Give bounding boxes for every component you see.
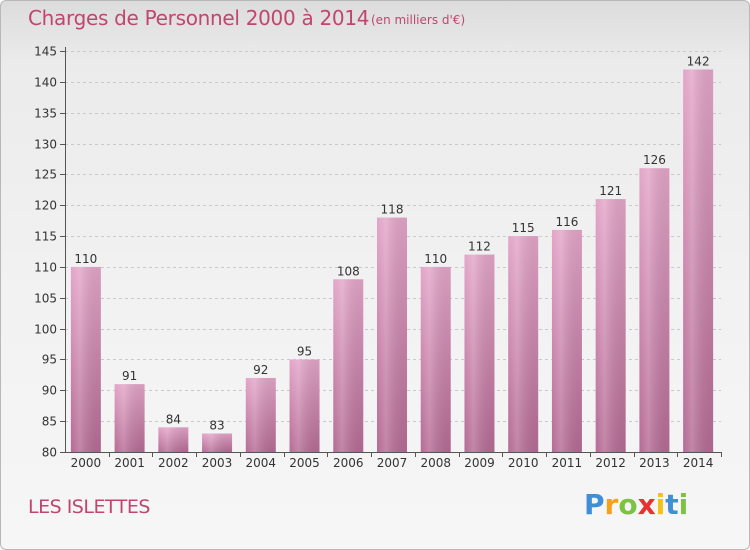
y-tick-label: 110 — [34, 261, 57, 275]
logo-letter: o — [618, 488, 638, 521]
y-tick-label: 130 — [34, 138, 57, 152]
bar-highlight — [377, 217, 407, 452]
proxiti-logo[interactable]: Proxiti — [584, 488, 688, 521]
bar-highlight — [683, 69, 714, 452]
y-tick-label: 145 — [34, 45, 57, 59]
data-label: 142 — [687, 55, 710, 69]
data-label: 110 — [74, 252, 97, 266]
x-tick-label: 2002 — [158, 456, 189, 470]
data-label: 116 — [555, 215, 578, 229]
bar-highlight — [202, 433, 233, 452]
axes: 80 85 90 95 100 105 110 115 120 125 130 135 140 145 20… — [34, 45, 722, 470]
x-tick-label: 2011 — [552, 456, 583, 470]
data-label: 108 — [337, 264, 360, 278]
y-tick-label: 90 — [42, 384, 57, 398]
bar-highlight — [158, 427, 189, 452]
data-labels: 110 91 84 83 92 95 108 118 110 112 115 116 121 126 142 — [74, 55, 709, 433]
chart-subtitle: (en milliers d'€) — [371, 13, 466, 27]
x-tick-label: 2006 — [333, 456, 364, 470]
logo-letter: x — [637, 488, 656, 521]
data-label: 95 — [297, 344, 312, 358]
bar-highlight — [464, 254, 495, 452]
bar-highlight — [420, 266, 451, 452]
bar-highlight — [551, 229, 582, 452]
y-tick-label: 80 — [42, 446, 57, 460]
x-tick-label: 2004 — [246, 456, 277, 470]
x-tick-label: 2010 — [508, 456, 539, 470]
x-tick-label: 2012 — [595, 456, 626, 470]
chart-title: Charges de Personnel 2000 à 2014 — [28, 6, 370, 30]
logo-letter: P — [584, 488, 605, 521]
logo-letter: t — [665, 488, 679, 521]
bar-highlight — [114, 384, 145, 452]
data-label: 118 — [381, 203, 404, 217]
x-tick-label: 2000 — [71, 456, 102, 470]
bar-highlight — [595, 199, 626, 452]
x-tick-label: 2005 — [289, 456, 320, 470]
x-tick-label: 2009 — [464, 456, 495, 470]
data-label: 126 — [643, 153, 666, 167]
data-label: 110 — [424, 252, 447, 266]
logo-letter: i — [655, 488, 666, 521]
y-tick-label: 85 — [42, 415, 57, 429]
bars — [70, 69, 714, 452]
x-tick-label: 2008 — [420, 456, 451, 470]
y-tick-label: 120 — [34, 199, 57, 213]
x-tick-label: 2007 — [377, 456, 408, 470]
data-label: 92 — [253, 363, 268, 377]
x-tick-label: 2013 — [639, 456, 670, 470]
data-label: 112 — [468, 240, 491, 254]
y-tick-label: 105 — [34, 292, 57, 306]
y-tick-label: 100 — [34, 323, 57, 337]
y-tick-label: 140 — [34, 76, 57, 90]
y-tick-label: 95 — [42, 353, 57, 367]
bar-highlight — [508, 236, 539, 452]
y-tick-label: 135 — [34, 107, 57, 121]
commune-name: LES ISLETTES — [28, 496, 150, 518]
data-label: 84 — [166, 412, 181, 426]
data-label: 121 — [599, 184, 622, 198]
y-tick-label: 115 — [34, 230, 57, 244]
x-tick-label: 2014 — [683, 456, 714, 470]
bar-highlight — [639, 168, 670, 452]
x-tick-label: 2003 — [202, 456, 233, 470]
bar-highlight — [333, 279, 364, 452]
logo-letter: r — [604, 488, 619, 521]
logo-letter: i — [678, 488, 689, 521]
data-label: 115 — [512, 221, 535, 235]
bar-highlight — [70, 266, 101, 452]
data-label: 83 — [209, 418, 224, 432]
bar-highlight — [245, 377, 276, 452]
data-label: 91 — [122, 369, 137, 383]
bar-highlight — [289, 359, 320, 452]
x-tick-label: 2001 — [114, 456, 145, 470]
y-tick-label: 125 — [34, 168, 57, 182]
